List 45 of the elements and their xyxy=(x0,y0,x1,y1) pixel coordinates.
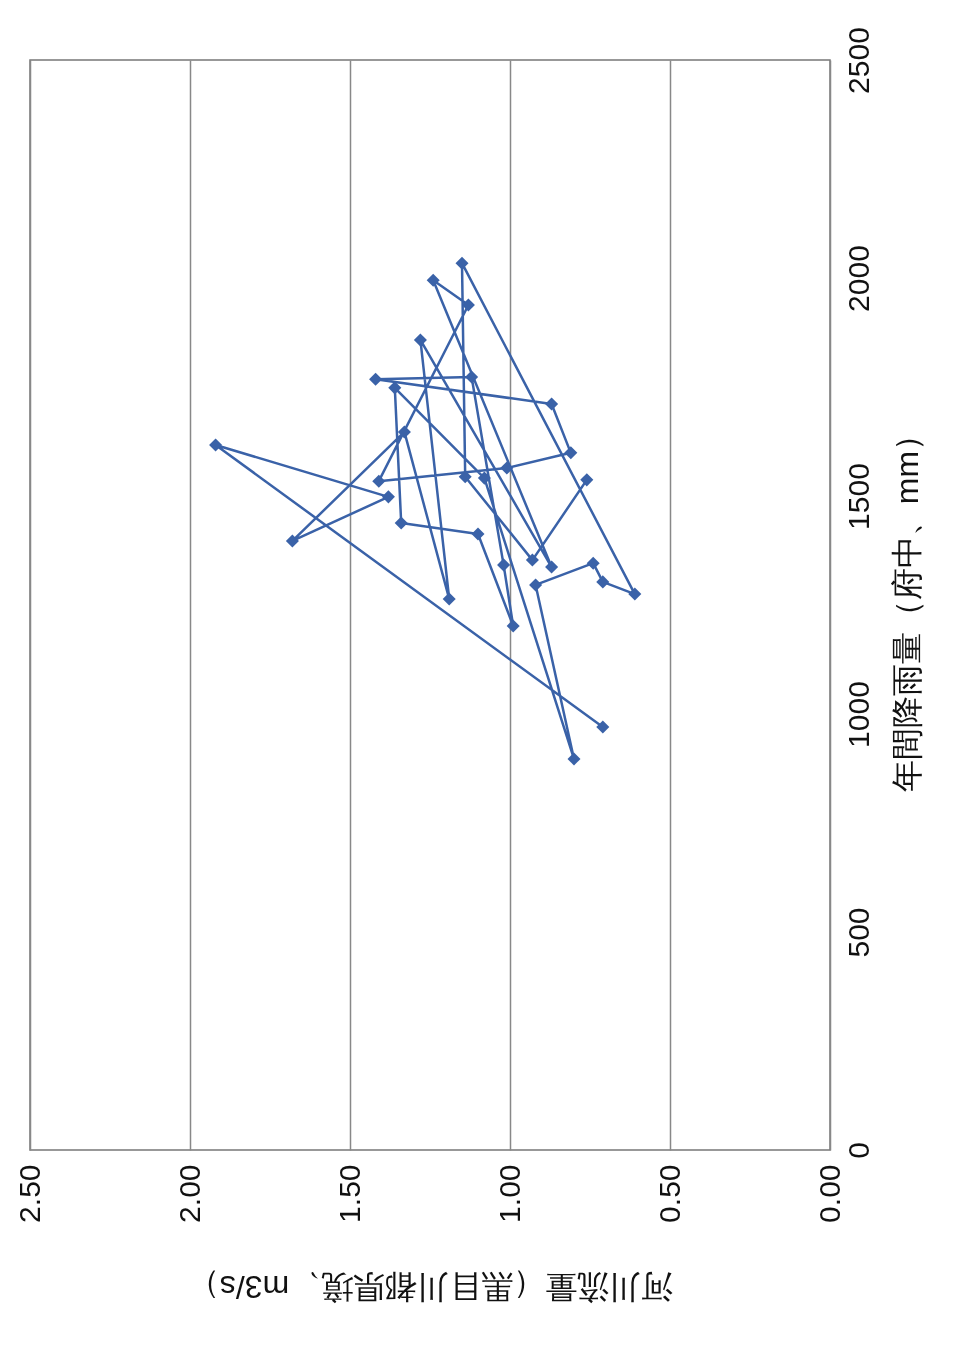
point xyxy=(567,752,581,766)
point xyxy=(465,370,479,384)
y-tick-label: 2500 xyxy=(841,27,875,94)
point xyxy=(506,619,520,633)
point xyxy=(461,298,475,312)
x-tick-label: 0.50 xyxy=(652,1164,686,1223)
point xyxy=(372,474,386,488)
point xyxy=(394,516,408,530)
point xyxy=(369,372,383,386)
point xyxy=(628,587,642,601)
y-tick-label: 1500 xyxy=(841,463,875,530)
point xyxy=(388,381,402,395)
y-axis-title: 年間降雨量（府中、mm） xyxy=(888,418,925,793)
point xyxy=(381,490,395,504)
x-tick-label: 0.00 xyxy=(812,1164,846,1223)
x-tick-label: 1.00 xyxy=(492,1164,526,1223)
point xyxy=(442,592,456,606)
point xyxy=(497,558,511,572)
point xyxy=(477,471,491,485)
x-tick-label: 1.50 xyxy=(332,1164,366,1223)
point xyxy=(580,473,594,487)
y-tick-label: 500 xyxy=(841,907,875,958)
point xyxy=(564,446,578,460)
point xyxy=(397,425,411,439)
point xyxy=(545,397,559,411)
y-tick-label: 1000 xyxy=(841,681,875,748)
point xyxy=(471,527,485,541)
point xyxy=(586,556,600,570)
point xyxy=(545,560,559,574)
point xyxy=(525,553,539,567)
point xyxy=(529,578,543,592)
x-axis-title: 河川流量（黒目川都県境、m3/s） xyxy=(187,1268,674,1305)
point xyxy=(413,333,427,347)
point xyxy=(500,461,514,475)
point xyxy=(285,534,299,548)
point xyxy=(458,470,472,484)
point xyxy=(596,720,610,734)
x-tick-label: 2.50 xyxy=(12,1164,46,1223)
y-tick-label: 0 xyxy=(841,1142,875,1159)
y-tick-label: 2000 xyxy=(841,245,875,312)
point xyxy=(455,256,469,270)
point xyxy=(426,273,440,287)
point xyxy=(209,438,223,452)
point xyxy=(596,575,610,589)
x-tick-label: 2.00 xyxy=(172,1164,206,1223)
